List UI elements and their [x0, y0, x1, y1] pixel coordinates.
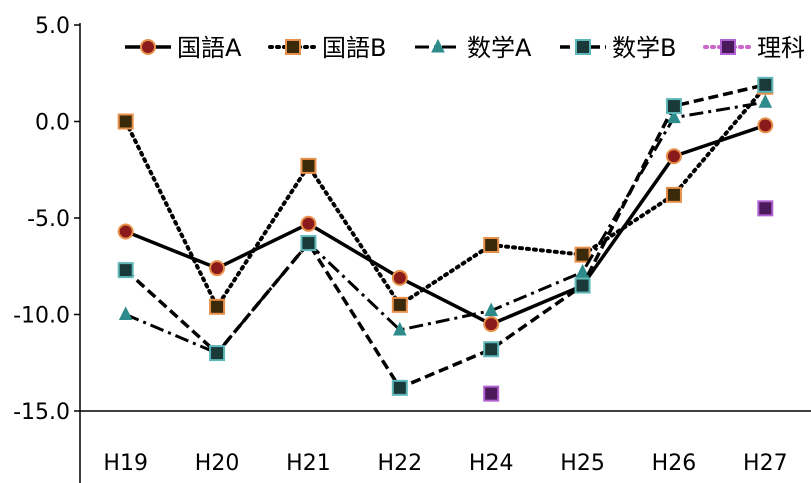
data-point: [575, 263, 590, 278]
data-point: [300, 157, 317, 174]
legend-item: 国語B: [268, 34, 386, 62]
data-point: [391, 269, 408, 286]
series-layer: [117, 76, 774, 402]
data-point: [118, 306, 133, 320]
series-4: [117, 76, 774, 396]
data-point: [393, 321, 407, 336]
data-point: [209, 345, 226, 362]
data-point: [391, 296, 408, 313]
data-point: [209, 298, 226, 315]
legend-label: 国語B: [322, 34, 386, 62]
data-point: [209, 260, 226, 277]
y-tick-label: -15.0: [13, 400, 70, 425]
data-point: [667, 109, 681, 124]
series-2: [117, 78, 774, 315]
x-tick-label: H19: [103, 451, 148, 476]
series-5: [483, 200, 774, 402]
data-point: [300, 215, 317, 232]
x-tick-label: H24: [469, 451, 514, 476]
chart-axes: 5.0 0.0 -5.0 -10.0 -15.0 H19 H20 H21 H22 H24 H25 H2…: [13, 14, 811, 483]
data-point: [757, 200, 774, 217]
data-point: [758, 94, 773, 108]
legend-item: 国語A: [125, 34, 242, 62]
legend-marker: [720, 39, 736, 55]
legend-marker: [575, 39, 591, 55]
x-tick-label: H27: [743, 451, 788, 476]
legend-marker: [285, 39, 301, 55]
data-point: [483, 385, 500, 402]
legend-marker: [431, 38, 445, 53]
data-point: [117, 113, 134, 130]
y-tick-label: -5.0: [27, 207, 70, 232]
data-point: [574, 277, 591, 294]
y-tick-label: -10.0: [13, 304, 70, 329]
data-point: [300, 235, 317, 252]
data-point: [483, 316, 500, 333]
legend-item: 数学A: [415, 34, 532, 62]
legend-label: 理科: [757, 34, 805, 62]
x-tick-label: H20: [195, 451, 240, 476]
data-point: [665, 186, 682, 203]
legend-label: 数学B: [612, 34, 676, 62]
legend-marker: [140, 39, 156, 55]
x-tick-label: H22: [378, 451, 423, 476]
series-line: [125, 100, 766, 355]
data-point: [665, 98, 682, 115]
data-point: [483, 341, 500, 358]
data-point: [757, 76, 774, 93]
series-3: [118, 94, 773, 359]
x-tick-label: H25: [560, 451, 605, 476]
x-tick-label: H26: [652, 451, 697, 476]
data-point: [484, 302, 498, 317]
data-point: [483, 237, 500, 254]
x-tick-label: H21: [286, 451, 331, 476]
legend-label: 数学A: [467, 34, 532, 62]
chart-legend: 国語A 国語B 数学A 数学B 理科: [125, 34, 805, 62]
y-tick-label: 5.0: [35, 14, 70, 39]
data-point: [757, 117, 774, 134]
data-point: [117, 262, 134, 279]
legend-item: 理科: [703, 34, 805, 62]
series-line: [125, 123, 766, 326]
legend-item: 数学B: [560, 34, 676, 62]
legend-label: 国語A: [177, 34, 242, 62]
data-point: [117, 223, 134, 240]
data-point: [574, 246, 591, 263]
series-line: [123, 84, 768, 309]
series-line: [124, 83, 766, 390]
data-point: [665, 148, 682, 165]
data-point: [391, 379, 408, 396]
y-tick-label: 0.0: [35, 111, 70, 136]
